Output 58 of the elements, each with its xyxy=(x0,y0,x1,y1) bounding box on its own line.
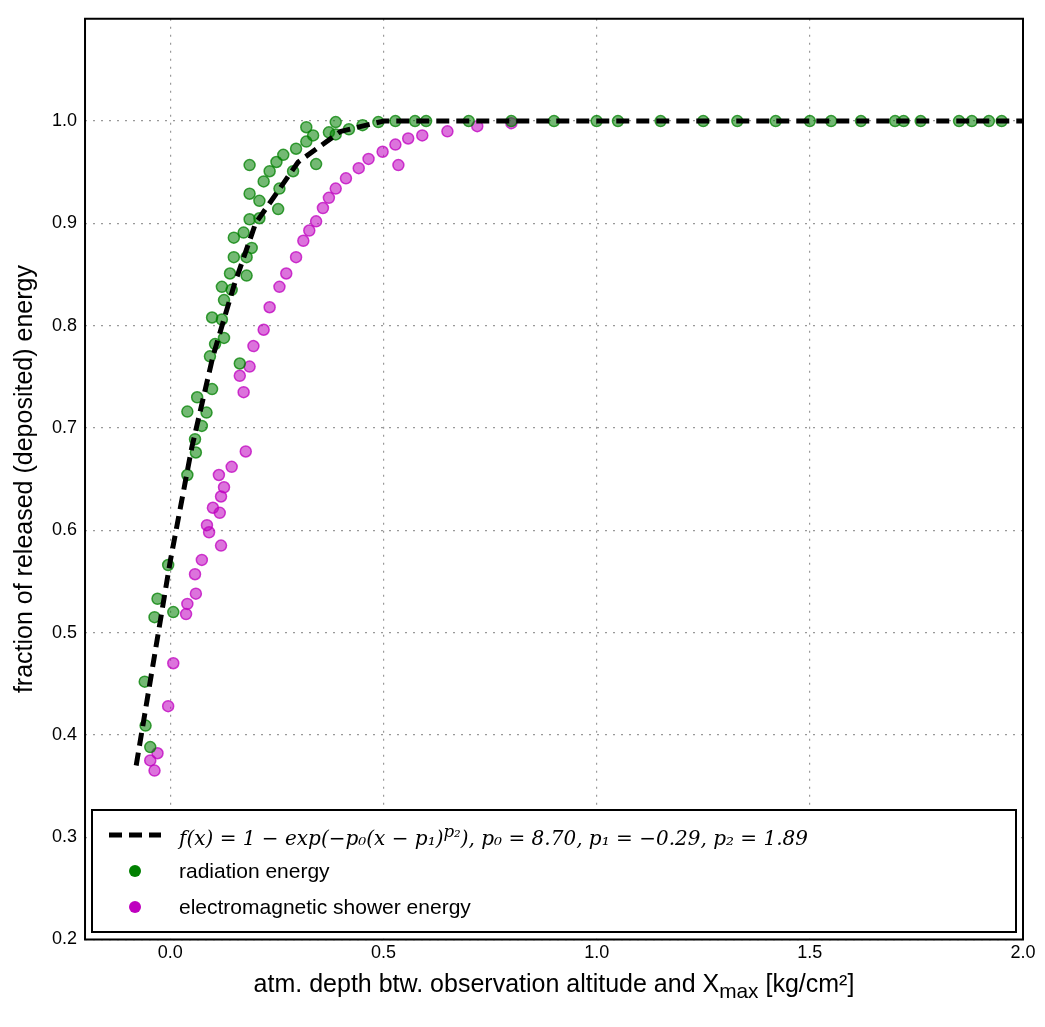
point xyxy=(144,754,157,767)
legend-label: f(x) = 1 − exp(−p₀(x − p₁)$^{p₂}$), p₀ = 8.70, p₁ = −0.29, p₂ = 1.89 xyxy=(179,821,808,850)
point xyxy=(148,764,161,777)
point xyxy=(273,280,286,294)
point xyxy=(303,224,316,237)
point xyxy=(167,656,180,670)
x-tick-label: 0.0 xyxy=(157,942,183,963)
y-tick-label: 0.3 xyxy=(51,826,78,847)
x-tick-label: 2.0 xyxy=(1010,942,1036,963)
point xyxy=(225,460,238,474)
point xyxy=(316,201,330,215)
point xyxy=(362,152,375,166)
point xyxy=(322,191,336,205)
x-tick-label: 1.5 xyxy=(797,942,823,963)
legend-label: radiation energy xyxy=(179,859,330,884)
point xyxy=(441,125,454,138)
point xyxy=(297,234,310,248)
y-axis-title: fraction of released (deposited) energy xyxy=(8,264,37,694)
point xyxy=(214,490,228,503)
point xyxy=(376,145,389,159)
point xyxy=(214,539,228,552)
point xyxy=(257,323,270,337)
point xyxy=(289,250,303,264)
point xyxy=(339,172,353,185)
point xyxy=(189,587,203,600)
y-tick-label: 0.4 xyxy=(51,723,78,744)
point xyxy=(247,339,260,353)
point xyxy=(212,468,226,482)
y-tick-label: 0.8 xyxy=(51,314,78,335)
y-tick-label: 0.5 xyxy=(51,621,78,642)
point xyxy=(329,182,342,195)
legend-label: electromagnetic shower energy xyxy=(179,895,471,920)
point xyxy=(239,445,253,458)
point xyxy=(263,301,276,314)
point xyxy=(179,607,193,621)
y-tick-label: 1.0 xyxy=(51,110,78,131)
point xyxy=(309,215,323,228)
x-axis-title: atm. depth btw. observation altitude and X$_{max}$ [kg/cm²] xyxy=(253,969,855,1004)
y-tick-label: 0.2 xyxy=(51,928,78,949)
point xyxy=(416,129,429,142)
point xyxy=(237,385,250,399)
point xyxy=(352,161,365,175)
point xyxy=(213,506,226,520)
point xyxy=(233,369,247,383)
point xyxy=(280,267,293,280)
point xyxy=(389,138,402,151)
y-tick-label: 0.6 xyxy=(51,519,78,540)
point xyxy=(188,567,202,581)
point xyxy=(392,158,405,172)
point xyxy=(401,132,415,145)
point xyxy=(195,553,209,567)
point xyxy=(161,699,175,713)
y-tick-label: 0.9 xyxy=(51,212,78,233)
point xyxy=(202,526,216,539)
x-tick-label: 0.5 xyxy=(370,942,396,963)
y-tick-label: 0.7 xyxy=(51,416,78,437)
point xyxy=(243,360,256,373)
x-tick-label: 1.0 xyxy=(584,942,610,963)
